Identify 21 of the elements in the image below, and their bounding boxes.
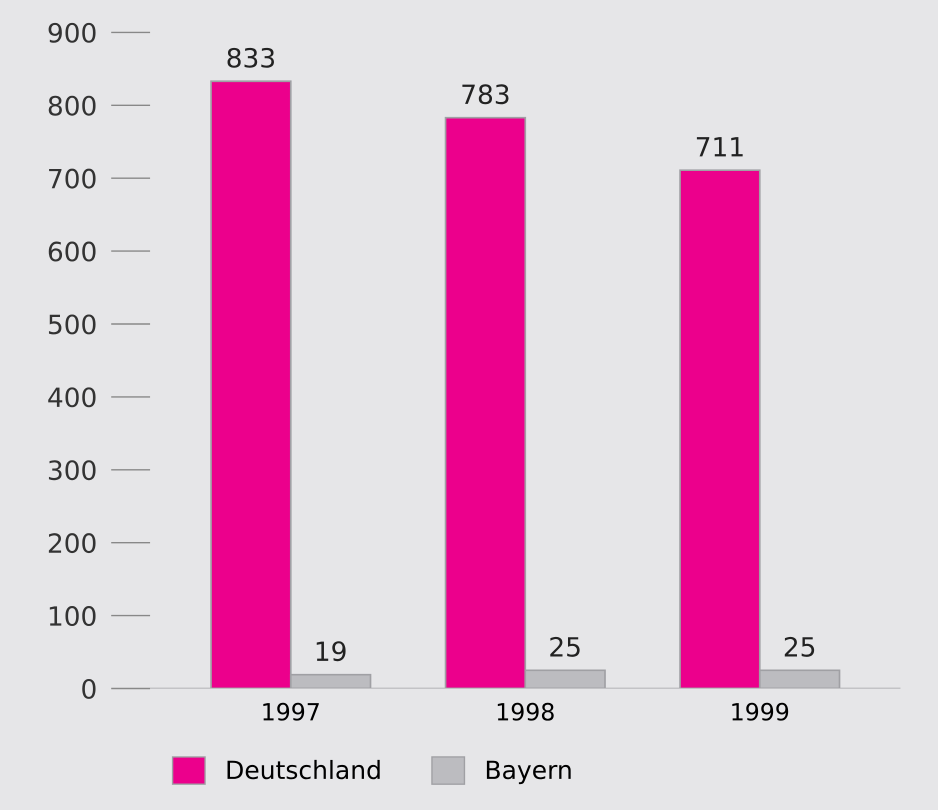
x-tick-label: 1997 — [263, 702, 319, 721]
data-label: 833 — [228, 48, 274, 68]
y-tick-label: 0 — [82, 678, 96, 699]
y-tick-label: 500 — [48, 314, 96, 334]
x-tick-label: 1999 — [732, 702, 788, 721]
data-label: 19 — [316, 641, 346, 662]
legend-label: Bayern — [486, 760, 571, 784]
y-tick-label: 600 — [48, 242, 96, 262]
y-tick-label: 700 — [49, 168, 96, 189]
y-tick-label: 900 — [48, 22, 96, 43]
x-tick-label: 1998 — [498, 702, 554, 721]
data-label: 25 — [784, 636, 814, 657]
y-tick-label: 800 — [48, 96, 96, 116]
data-label: 711 — [696, 137, 743, 156]
y-tick-label: 200 — [48, 533, 96, 554]
y-tick-label: 400 — [48, 387, 96, 408]
y-tick-label: 300 — [48, 460, 96, 480]
data-label: 25 — [550, 636, 580, 657]
data-label: 783 — [462, 84, 508, 104]
legend-label: Deutschland — [228, 760, 380, 780]
y-tick-label: 100 — [50, 606, 96, 626]
